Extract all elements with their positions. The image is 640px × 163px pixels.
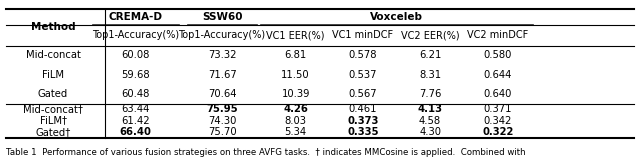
Text: 0.578: 0.578 (349, 50, 377, 60)
Text: Top1-Accuracy(%): Top1-Accuracy(%) (179, 30, 266, 40)
Text: 75.70: 75.70 (208, 127, 236, 137)
Text: 0.335: 0.335 (347, 127, 379, 137)
Text: 71.67: 71.67 (208, 70, 236, 80)
Text: 70.64: 70.64 (208, 89, 236, 99)
Text: FiLM: FiLM (42, 70, 64, 80)
Text: 0.537: 0.537 (349, 70, 377, 80)
Text: Gated†: Gated† (35, 127, 71, 137)
Text: CREMA-D: CREMA-D (109, 12, 163, 22)
Text: 66.40: 66.40 (120, 127, 152, 137)
Text: 61.42: 61.42 (122, 116, 150, 126)
Text: VC2 EER(%): VC2 EER(%) (401, 30, 460, 40)
Text: 0.342: 0.342 (484, 116, 512, 126)
Text: 59.68: 59.68 (122, 70, 150, 80)
Text: Mid-concat: Mid-concat (26, 50, 81, 60)
Text: 0.461: 0.461 (349, 104, 377, 114)
Text: FiLM†: FiLM† (40, 116, 67, 126)
Text: 0.580: 0.580 (484, 50, 512, 60)
Text: 0.567: 0.567 (349, 89, 377, 99)
Text: 4.30: 4.30 (419, 127, 441, 137)
Text: 0.371: 0.371 (484, 104, 512, 114)
Text: Voxceleb: Voxceleb (371, 12, 423, 22)
Text: VC1 EER(%): VC1 EER(%) (266, 30, 325, 40)
Text: 0.644: 0.644 (484, 70, 512, 80)
Text: 8.03: 8.03 (285, 116, 307, 126)
Text: 7.76: 7.76 (419, 89, 441, 99)
Text: 4.58: 4.58 (419, 116, 441, 126)
Text: 4.26: 4.26 (284, 104, 308, 114)
Text: 6.81: 6.81 (285, 50, 307, 60)
Text: VC1 minDCF: VC1 minDCF (332, 30, 394, 40)
Text: 10.39: 10.39 (282, 89, 310, 99)
Text: 73.32: 73.32 (208, 50, 236, 60)
Text: 60.48: 60.48 (122, 89, 150, 99)
Text: 0.322: 0.322 (482, 127, 514, 137)
Text: Method: Method (31, 22, 76, 32)
Text: VC2 minDCF: VC2 minDCF (467, 30, 529, 40)
Text: 8.31: 8.31 (419, 70, 441, 80)
Text: 6.21: 6.21 (419, 50, 441, 60)
Text: Top1-Accuracy(%): Top1-Accuracy(%) (92, 30, 179, 40)
Text: 11.50: 11.50 (282, 70, 310, 80)
Text: 4.13: 4.13 (417, 104, 443, 114)
Text: 75.95: 75.95 (206, 104, 238, 114)
Text: Gated: Gated (38, 89, 68, 99)
Text: 0.640: 0.640 (484, 89, 512, 99)
Text: 74.30: 74.30 (208, 116, 236, 126)
Text: Table 1  Performance of various fusion strategies on three AVFG tasks.  † indica: Table 1 Performance of various fusion st… (6, 148, 526, 157)
Text: 63.44: 63.44 (122, 104, 150, 114)
Text: 5.34: 5.34 (285, 127, 307, 137)
Text: Mid-concat†: Mid-concat† (23, 104, 83, 114)
Text: SSW60: SSW60 (202, 12, 243, 22)
Text: 60.08: 60.08 (122, 50, 150, 60)
Text: 0.373: 0.373 (347, 116, 379, 126)
